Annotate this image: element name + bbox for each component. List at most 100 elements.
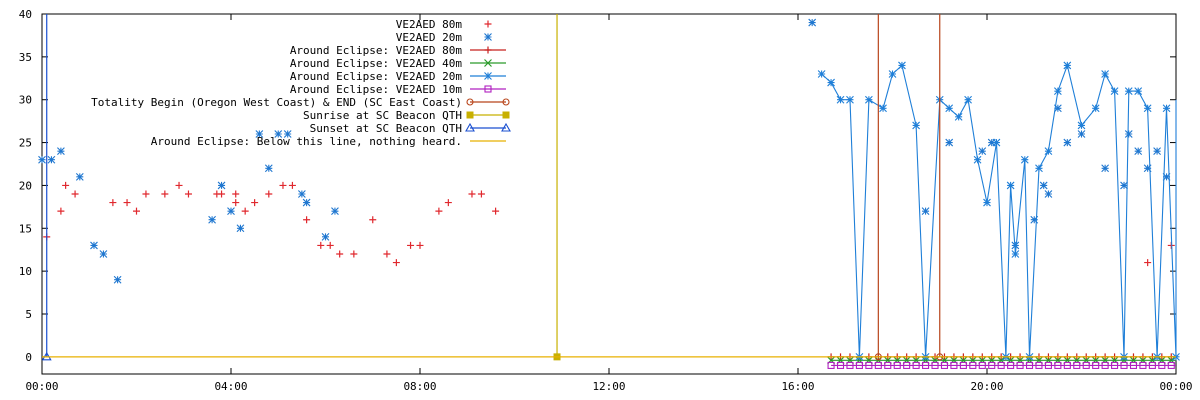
legend-label: Around Eclipse: VE2AED 40m [290,57,463,70]
series-point [950,361,958,369]
series-point [161,190,169,198]
x-tick-label: 16:00 [781,380,814,393]
series-point [302,198,311,207]
legend-marker [484,33,492,41]
series-point [208,215,216,224]
y-tick-label: 5 [25,308,32,321]
series-point [477,190,485,198]
series-point [983,198,991,207]
series-point [297,190,306,198]
series-point [232,190,240,198]
series-point [175,181,183,189]
series-point [255,130,264,138]
series-5 [827,361,1176,369]
series-point [959,361,967,369]
series-point [1134,147,1143,156]
plot-frame [41,13,1177,375]
series-point [1092,361,1100,369]
series-point [1101,164,1110,173]
series-point [350,250,358,258]
series-point [954,112,963,121]
series-point [997,361,1005,369]
series-point [1035,164,1043,173]
series-point [945,104,954,113]
y-tick-label: 35 [19,51,32,64]
legend-marker [484,85,492,93]
series-point [1120,361,1128,369]
series-point [865,361,873,369]
series-point [142,190,150,198]
series-point [808,18,817,27]
legend-label: Around Eclipse: Below this line, nothing… [151,135,462,148]
series-point [827,78,835,87]
series-point [1148,361,1156,369]
series-point [57,147,65,156]
y-tick-label: 40 [19,8,32,21]
series-point [288,181,296,189]
series-point [317,241,325,249]
series-point [940,361,949,369]
series-7 [553,14,561,361]
series-point [973,155,982,164]
series-point [879,104,887,113]
series-point [113,275,122,284]
series-point [1053,87,1062,96]
series-point [407,241,415,249]
series-point [416,241,424,249]
legend-marker [466,111,474,119]
series-point [468,190,476,198]
y-tick-label: 20 [19,179,32,192]
series-point [1011,250,1020,258]
series-point [38,155,46,164]
series-point [336,250,344,258]
series-point [492,207,500,215]
series-point [978,361,986,369]
series-point [251,199,259,207]
series-point [1144,259,1152,267]
series-point [1044,361,1052,369]
legend-label: VE2AED 80m [396,18,463,31]
series-point [184,190,192,198]
series-point [435,207,443,215]
y-tick-label: 0 [25,351,32,364]
series-point [303,216,311,224]
series-point [987,138,996,147]
series-point [1020,155,1029,164]
series-point [1091,104,1100,113]
legend-marker [484,72,492,80]
series-point [265,190,273,198]
series-point [1063,361,1071,369]
series-point [90,241,98,250]
series-point [1025,361,1034,369]
legend-marker [484,46,492,54]
series-point [1111,361,1119,369]
legend-label: VE2AED 20m [396,31,463,44]
series-point [888,70,897,78]
series-point [331,207,339,216]
legend-label: Around Eclipse: VE2AED 10m [290,83,463,96]
series-point [992,138,1001,147]
series-point [1006,181,1015,190]
legend-marker [502,98,510,106]
x-tick-label: 08:00 [403,380,436,393]
series-point [1054,361,1062,369]
series-point [1063,61,1072,70]
series-8 [41,14,52,361]
series-point [1101,70,1110,78]
series-point [903,361,911,369]
series-point [71,190,79,198]
series-point [846,95,854,104]
series-point [836,95,845,104]
series-point [884,361,892,369]
series-0 [43,181,1175,267]
series-point [912,361,920,369]
series-point [1063,138,1072,147]
series-point [274,130,283,138]
series-point [922,361,930,369]
series-point [109,199,117,207]
series-point [1134,87,1143,96]
x-tick-label: 00:00 [25,380,58,393]
legend-label: Sunset at SC Beacon QTH [310,122,462,135]
